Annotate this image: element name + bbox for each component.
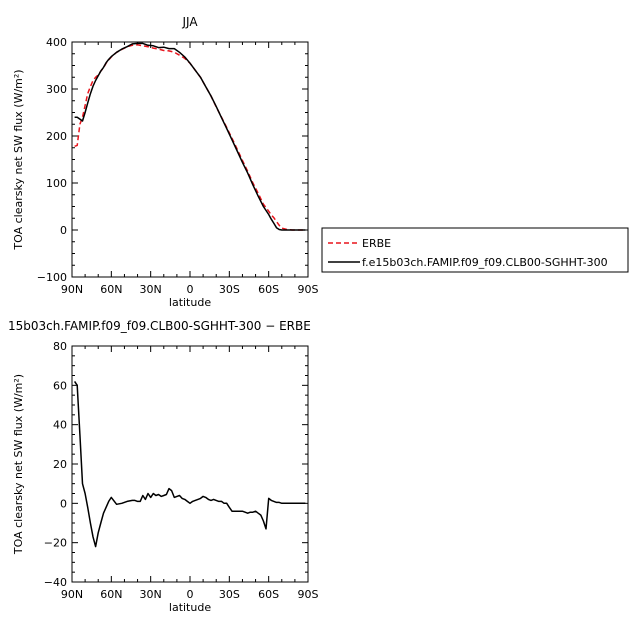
x-tick-label: 30S	[219, 283, 240, 296]
x-tick-label: 90N	[61, 283, 83, 296]
legend-label-1: ERBE	[362, 237, 391, 250]
chart-title: 15b03ch.FAMIP.f09_f09.CLB00-SGHHT-300 − …	[8, 319, 311, 333]
x-tick-label: 90S	[298, 283, 319, 296]
series-line-1	[73, 380, 306, 548]
y-tick-label: 400	[46, 36, 67, 49]
y-tick-label: 40	[53, 419, 67, 432]
y-tick-label: 0	[60, 497, 67, 510]
x-axis-label: latitude	[169, 601, 211, 614]
legend-box	[321, 227, 629, 273]
y-axis-label: TOA clearsky net SW flux (W/m²)	[12, 374, 25, 555]
y-tick-label: 200	[46, 130, 67, 143]
y-tick-label: 0	[60, 224, 67, 237]
x-tick-label: 60N	[100, 588, 122, 601]
y-tick-label: −100	[37, 271, 67, 284]
plot-panel-2: −40 −20 0 20 40 60 80 90N 60N 30N 0 30S 60S 90S latitu…	[8, 319, 319, 614]
y-tick-label: 60	[53, 379, 67, 392]
y-tick-label: 300	[46, 83, 67, 96]
y-tick-label: −40	[44, 576, 67, 589]
x-tick-label: 30S	[219, 588, 240, 601]
y-tick-label: −20	[44, 537, 67, 550]
y-axis-label: TOA clearsky net SW flux (W/m²)	[12, 69, 25, 250]
x-tick-label: 90N	[61, 588, 83, 601]
x-tick-label: 0	[187, 588, 194, 601]
x-tick-label: 30N	[140, 588, 162, 601]
legend-label-2: f.e15b03ch.FAMIP.f09_f09.CLB00-SGHHT-300	[362, 256, 608, 269]
plot-frame	[71, 345, 309, 583]
series-line-2	[74, 42, 306, 231]
y-tick-label: 20	[53, 458, 67, 471]
x-tick-label: 90S	[298, 588, 319, 601]
plot-frame	[71, 41, 309, 278]
x-tick-label: 30N	[140, 283, 162, 296]
x-axis-label: latitude	[169, 296, 211, 309]
y-tick-label: 80	[53, 340, 67, 353]
x-tick-label: 0	[187, 283, 194, 296]
x-tick-label: 60S	[258, 283, 279, 296]
chart-title: JJA	[181, 15, 198, 29]
x-tick-label: 60N	[100, 283, 122, 296]
x-tick-label: 60S	[258, 588, 279, 601]
plot-panel-1: −100 0 100 200 300 400 90N 60N 30N 0 30S 60S 90S lati…	[12, 15, 319, 309]
y-tick-label: 100	[46, 177, 67, 190]
legend: ERBE f.e15b03ch.FAMIP.f09_f09.CLB00-SGHHT…	[321, 227, 629, 273]
series-line-1	[74, 44, 306, 231]
